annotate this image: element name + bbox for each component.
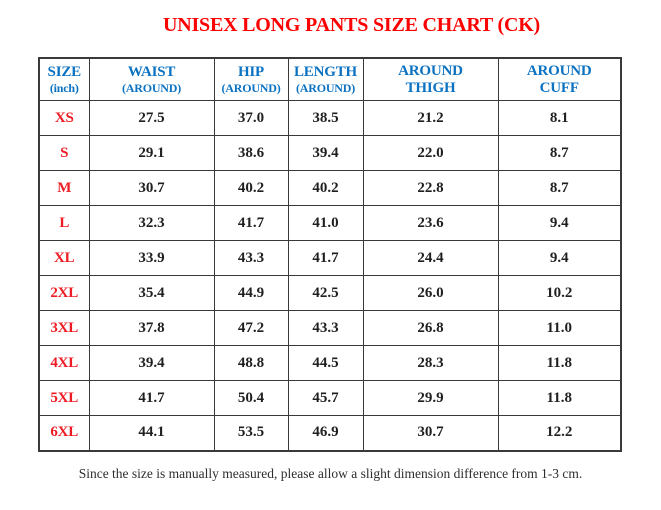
col-header-hip: HIP (AROUND): [213, 57, 289, 101]
cell-thigh: 29.9: [362, 380, 499, 416]
cell-hip: 48.8: [213, 345, 289, 381]
table-row-4xl: 4XL 39.4 48.8 44.5 28.3 11.8: [38, 345, 622, 381]
col-header-waist: WAIST (AROUND): [88, 57, 215, 101]
table-row-l: L 32.3 41.7 41.0 23.6 9.4: [38, 205, 622, 241]
cell-hip: 40.2: [213, 170, 289, 206]
cell-thigh: 26.0: [362, 275, 499, 311]
cell-thigh: 28.3: [362, 345, 499, 381]
col-header-title: CUFF: [539, 79, 579, 96]
col-header-title: AROUND: [526, 62, 592, 79]
cell-hip: 44.9: [213, 275, 289, 311]
col-header-subtitle: (AROUND): [221, 81, 281, 95]
size-chart-table: SIZE (inch) WAIST (AROUND) HIP (AROUND) …: [38, 57, 622, 452]
cell-length: 44.5: [287, 345, 364, 381]
size-label: M: [38, 170, 90, 206]
table-header: SIZE (inch) WAIST (AROUND) HIP (AROUND) …: [38, 57, 622, 101]
col-header-around-cuff: AROUND CUFF: [497, 57, 622, 101]
cell-waist: 27.5: [88, 100, 215, 136]
cell-waist: 41.7: [88, 380, 215, 416]
cell-cuff: 9.4: [497, 205, 622, 241]
cell-waist: 44.1: [88, 415, 215, 451]
cell-thigh: 23.6: [362, 205, 499, 241]
cell-cuff: 8.7: [497, 135, 622, 171]
col-header-title: WAIST: [127, 64, 176, 80]
cell-hip: 38.6: [213, 135, 289, 171]
table-row-6xl: 6XL 44.1 53.5 46.9 30.7 12.2: [38, 415, 622, 451]
size-label: XS: [38, 100, 90, 136]
col-header-subtitle: (AROUND): [295, 81, 356, 95]
table-row-5xl: 5XL 41.7 50.4 45.7 29.9 11.8: [38, 380, 622, 416]
cell-hip: 41.7: [213, 205, 289, 241]
cell-waist: 30.7: [88, 170, 215, 206]
cell-hip: 47.2: [213, 310, 289, 346]
cell-cuff: 10.2: [497, 275, 622, 311]
cell-length: 46.9: [287, 415, 364, 451]
header-row: SIZE (inch) WAIST (AROUND) HIP (AROUND) …: [38, 57, 622, 101]
cell-waist: 35.4: [88, 275, 215, 311]
cell-cuff: 8.1: [497, 100, 622, 136]
size-label: XL: [38, 240, 90, 276]
col-header-length: LENGTH (AROUND): [287, 57, 364, 101]
table-row-3xl: 3XL 37.8 47.2 43.3 26.8 11.0: [38, 310, 622, 346]
cell-hip: 43.3: [213, 240, 289, 276]
col-header-size: SIZE (inch): [38, 57, 90, 101]
cell-thigh: 22.8: [362, 170, 499, 206]
cell-thigh: 26.8: [362, 310, 499, 346]
table-body: XS 27.5 37.0 38.5 21.2 8.1 S 29.1 38.6 3…: [38, 100, 622, 451]
cell-hip: 50.4: [213, 380, 289, 416]
footer-note: Since the size is manually measured, ple…: [78, 466, 583, 481]
cell-length: 38.5: [287, 100, 364, 136]
cell-length: 41.0: [287, 205, 364, 241]
cell-thigh: 30.7: [362, 415, 499, 451]
table-row-2xl: 2XL 35.4 44.9 42.5 26.0 10.2: [38, 275, 622, 311]
size-label: 6XL: [38, 415, 90, 451]
cell-cuff: 11.8: [497, 380, 622, 416]
col-header-title: AROUND: [398, 62, 463, 79]
cell-cuff: 12.2: [497, 415, 622, 451]
table-row-xs: XS 27.5 37.0 38.5 21.2 8.1: [38, 100, 622, 136]
cell-hip: 37.0: [213, 100, 289, 136]
cell-hip: 53.5: [213, 415, 289, 451]
cell-length: 42.5: [287, 275, 364, 311]
cell-thigh: 21.2: [362, 100, 499, 136]
col-header-title: LENGTH: [294, 64, 357, 80]
page-title: UNISEX LONG PANTS SIZE CHART (CK): [162, 14, 541, 36]
col-header-title: THIGH: [405, 79, 456, 96]
table-row-s: S 29.1 38.6 39.4 22.0 8.7: [38, 135, 622, 171]
size-label: 5XL: [38, 380, 90, 416]
table-row-m: M 30.7 40.2 40.2 22.8 8.7: [38, 170, 622, 206]
cell-cuff: 11.0: [497, 310, 622, 346]
size-label: 3XL: [38, 310, 90, 346]
size-label: S: [38, 135, 90, 171]
cell-cuff: 9.4: [497, 240, 622, 276]
col-header-title: SIZE: [47, 64, 82, 80]
cell-waist: 29.1: [88, 135, 215, 171]
cell-waist: 32.3: [88, 205, 215, 241]
table-row-xl: XL 33.9 43.3 41.7 24.4 9.4: [38, 240, 622, 276]
cell-length: 39.4: [287, 135, 364, 171]
cell-cuff: 11.8: [497, 345, 622, 381]
col-header-subtitle: (inch): [49, 81, 79, 95]
cell-length: 43.3: [287, 310, 364, 346]
cell-thigh: 22.0: [362, 135, 499, 171]
cell-length: 41.7: [287, 240, 364, 276]
col-header-title: HIP: [237, 64, 265, 80]
size-label: L: [38, 205, 90, 241]
cell-waist: 37.8: [88, 310, 215, 346]
cell-length: 40.2: [287, 170, 364, 206]
size-label: 2XL: [38, 275, 90, 311]
cell-length: 45.7: [287, 380, 364, 416]
cell-cuff: 8.7: [497, 170, 622, 206]
size-label: 4XL: [38, 345, 90, 381]
col-header-subtitle: (AROUND): [121, 81, 182, 95]
cell-thigh: 24.4: [362, 240, 499, 276]
cell-waist: 39.4: [88, 345, 215, 381]
col-header-around-thigh: AROUND THIGH: [362, 57, 499, 101]
cell-waist: 33.9: [88, 240, 215, 276]
